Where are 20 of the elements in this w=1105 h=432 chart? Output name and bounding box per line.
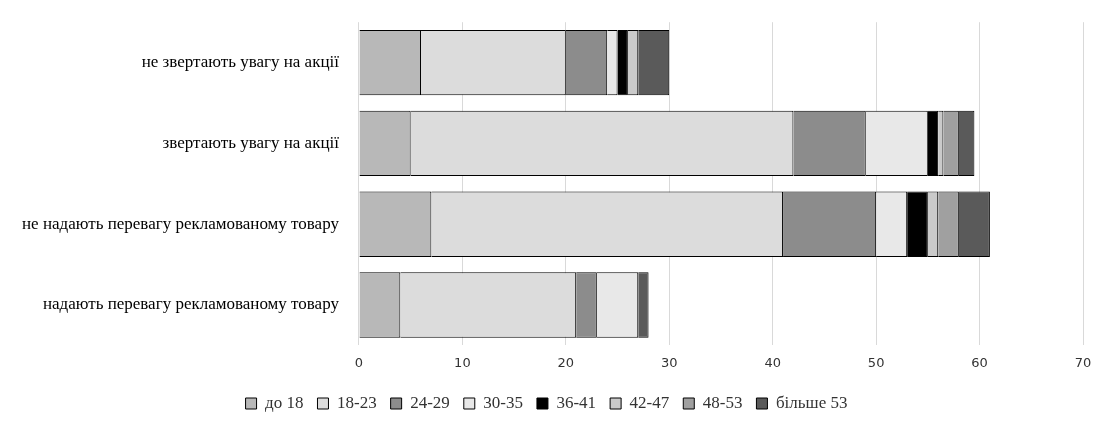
x-tick-label: 40: [764, 354, 781, 370]
x-tick-label: 30: [660, 354, 678, 370]
y-tick-label: не надають перевагу рекламованому товару: [22, 213, 340, 233]
legend-label: 42-47: [629, 392, 670, 412]
legend-label: 36-41: [556, 392, 597, 412]
x-tick-label: 60: [971, 354, 988, 370]
y-tick-label: звертають увагу на акції: [162, 132, 340, 152]
legend-label: до 18: [265, 392, 304, 412]
y-tick-label: не звертають увагу на акції: [141, 52, 340, 72]
x-tick-label: 10: [454, 354, 471, 370]
x-tick-label: 50: [867, 354, 885, 370]
x-tick-label: 20: [557, 354, 575, 370]
legend-label: більше 53: [775, 392, 848, 412]
y-tick-label: надають перевагу рекламованому товару: [42, 294, 340, 314]
x-tick-label: 0: [354, 354, 364, 370]
legend-label: 24-29: [410, 392, 450, 412]
legend-label: 30-35: [483, 392, 523, 412]
legend-label: 48-53: [702, 392, 743, 412]
x-tick-label: 70: [1074, 354, 1092, 370]
legend-label: 18-23: [336, 392, 377, 412]
